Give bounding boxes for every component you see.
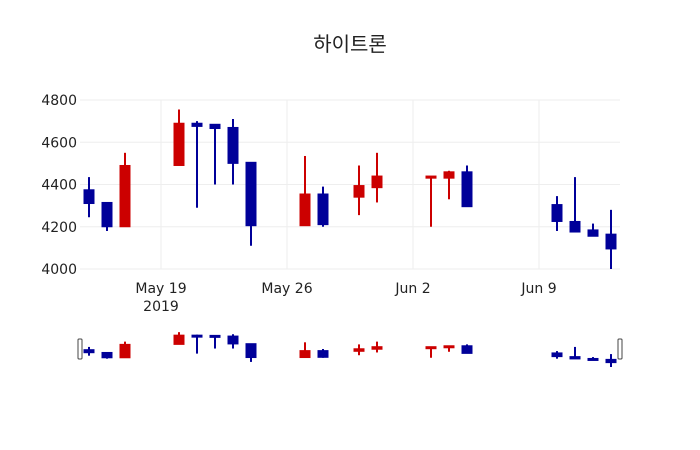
candle-increasing[interactable] [353,344,365,356]
candle-body [227,335,239,345]
candle-decreasing[interactable] [191,334,203,354]
candle-body [83,189,95,205]
candle-increasing[interactable] [425,346,437,358]
candle-body [299,350,311,359]
x-tick-label: May 26 [261,281,312,297]
candle-body [353,185,365,198]
candle-decreasing[interactable] [101,351,113,359]
candle-increasing[interactable] [425,175,437,227]
candle-decreasing[interactable] [245,343,257,362]
candle-decreasing[interactable] [317,349,329,358]
candle-body [569,220,581,233]
candle-decreasing[interactable] [227,334,239,349]
candle-decreasing[interactable] [461,344,473,354]
candle-decreasing[interactable] [569,346,581,360]
candle-body [209,123,221,130]
range-slider[interactable] [77,332,623,367]
candle-body [443,171,455,179]
candle-body [299,193,311,227]
candle-decreasing[interactable] [101,201,113,231]
candle-decreasing[interactable] [605,354,617,367]
candle-increasing[interactable] [299,155,311,227]
candle-body [173,334,185,345]
x-tick-label: Jun 2 [394,281,430,297]
candle-increasing[interactable] [353,165,365,216]
candle-decreasing[interactable] [551,196,563,231]
x-tick-label: May 19 [135,281,186,297]
candle-body [371,175,383,189]
candle-body [587,357,599,361]
y-axis: 4000 4200 4400 4600 4800 [41,93,77,278]
y-tick-label: 4000 [41,262,77,278]
candle-body [569,356,581,360]
candle-body [191,122,203,127]
candle-increasing[interactable] [371,341,383,353]
candle-decreasing[interactable] [605,209,617,269]
range-slider-right-handle[interactable] [617,338,623,360]
chart-title: 하이트론 [313,32,387,56]
candle-body [371,346,383,350]
candle-decreasing[interactable] [317,186,329,227]
gridlines [80,99,620,270]
candle-decreasing[interactable] [461,165,473,208]
candle-decreasing[interactable] [245,161,257,246]
candle-body [245,343,257,359]
candle-body [119,164,131,228]
candles [83,109,617,269]
y-tick-label: 4200 [41,220,77,236]
candle-body [101,351,113,359]
candle-decreasing[interactable] [209,334,221,349]
candle-increasing[interactable] [443,345,455,352]
candle-decreasing[interactable] [83,346,95,356]
candle-decreasing[interactable] [227,119,239,185]
candle-increasing[interactable] [299,342,311,359]
x-tick-label: Jun 9 [520,281,556,297]
candle-decreasing[interactable] [587,357,599,361]
candle-body [101,201,113,228]
y-tick-label: 4800 [41,93,77,109]
candle-body [551,352,563,358]
candle-body [353,348,365,352]
candle-increasing[interactable] [443,170,455,200]
candle-body [317,193,329,226]
candle-decreasing[interactable] [191,121,203,208]
candle-decreasing[interactable] [569,177,581,233]
x-tick-year-label: 2019 [143,299,179,315]
candle-body [209,334,221,338]
candle-body [551,204,563,222]
candle-body [605,358,617,364]
candle-increasing[interactable] [119,152,131,228]
x-axis: May 19 2019 May 26 Jun 2 Jun 9 [135,281,556,315]
y-tick-label: 4600 [41,135,77,151]
candle-body [605,233,617,250]
candle-decreasing[interactable] [587,223,599,237]
candle-body [83,349,95,354]
candle-body [425,346,437,350]
candle-body [227,126,239,164]
candle-body [173,122,185,166]
candle-decreasing[interactable] [551,351,563,359]
candle-body [443,345,455,349]
candle-body [587,229,599,237]
candle-decreasing[interactable] [209,123,221,185]
range-slider-left-handle[interactable] [77,338,83,360]
candle-body [461,345,473,354]
candle-increasing[interactable] [371,152,383,203]
candle-increasing[interactable] [119,341,131,359]
candle-increasing[interactable] [173,332,185,345]
range-slider-preview [83,332,617,367]
candle-body [425,175,437,179]
candle-body [317,350,329,358]
candle-body [245,161,257,227]
candle-body [461,171,473,208]
candle-body [191,334,203,338]
candle-increasing[interactable] [173,109,185,166]
candle-body [119,343,131,359]
y-tick-label: 4400 [41,178,77,194]
candle-decreasing[interactable] [83,177,95,218]
